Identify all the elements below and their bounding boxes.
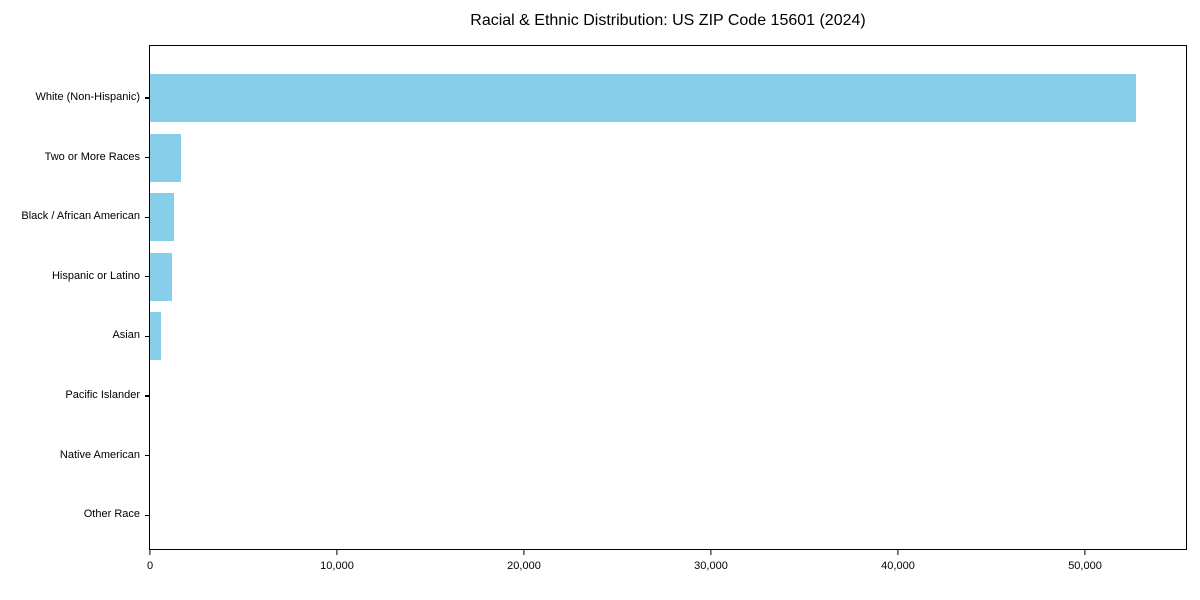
y-axis-label: Other Race xyxy=(83,508,140,521)
y-axis-tick xyxy=(145,455,150,457)
y-axis-tick xyxy=(145,335,150,337)
x-axis-tick xyxy=(149,550,151,555)
y-axis-label: Hispanic or Latino xyxy=(51,269,140,282)
x-axis-tick-label: 20,000 xyxy=(507,560,541,572)
x-axis-tick xyxy=(1084,550,1086,555)
y-axis-label: Native American xyxy=(59,448,140,461)
x-axis-tick xyxy=(523,550,525,555)
x-axis-tick-label: 10,000 xyxy=(320,560,354,572)
x-axis-tick xyxy=(897,550,899,555)
y-axis-tick xyxy=(145,395,150,397)
x-axis-tick-label: 50,000 xyxy=(1068,560,1102,572)
bar-two-or-more-races xyxy=(150,133,181,182)
y-axis-tick xyxy=(145,276,150,278)
x-axis-tick xyxy=(336,550,338,555)
y-axis-label: Two or More Races xyxy=(44,150,140,163)
y-axis-label: White (Non-Hispanic) xyxy=(35,91,140,103)
x-axis-tick-label: 40,000 xyxy=(881,560,915,572)
x-axis-tick xyxy=(710,550,712,555)
x-axis-tick-label: 0 xyxy=(146,560,154,572)
y-axis-tick xyxy=(145,97,150,99)
y-axis-tick xyxy=(145,157,150,159)
y-axis-label: Pacific Islander xyxy=(65,389,140,401)
bar-hispanic-or-latino xyxy=(150,252,172,301)
plot-area: 0 10,000 20,000 30,000 40,000 50,000 xyxy=(145,45,1187,572)
x-axis-tick-label: 30,000 xyxy=(694,560,728,572)
chart-title: Racial & Ethnic Distribution: US ZIP Cod… xyxy=(470,12,866,29)
y-axis-label: Asian xyxy=(112,329,140,342)
bar-asian xyxy=(150,312,162,361)
bar-black-african-american xyxy=(150,193,175,242)
y-axis-tick xyxy=(145,514,150,516)
bar-white-non-hispanic xyxy=(150,74,1136,122)
y-axis-label: Black / African American xyxy=(21,210,140,223)
y-axis-labels: White (Non-Hispanic) Two or More Races Bla… xyxy=(0,45,149,550)
y-axis-tick xyxy=(145,216,150,218)
